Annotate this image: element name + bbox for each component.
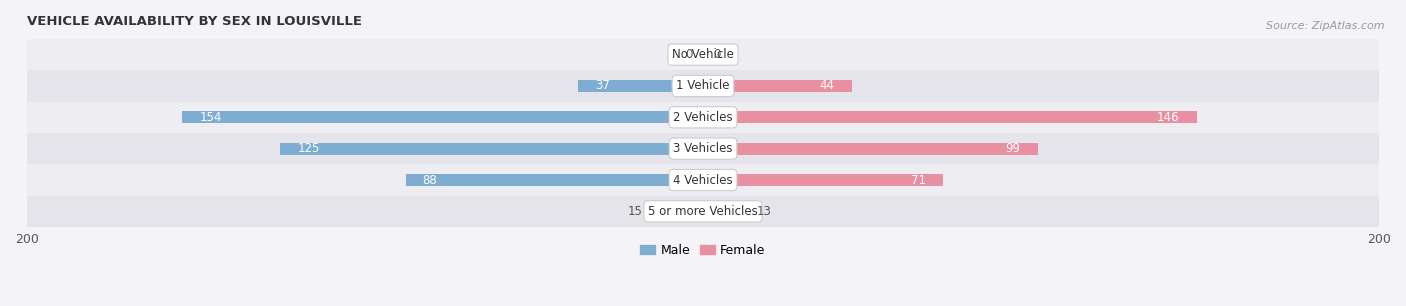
Text: 37: 37: [595, 80, 610, 92]
Bar: [703, 205, 747, 217]
Bar: [652, 205, 703, 217]
Bar: [27, 102, 1379, 133]
Text: 146: 146: [1157, 111, 1180, 124]
Text: 125: 125: [297, 142, 319, 155]
Bar: [27, 39, 1379, 70]
Text: 0: 0: [713, 48, 720, 61]
Bar: [280, 143, 703, 155]
Text: 154: 154: [200, 111, 222, 124]
Text: 13: 13: [756, 205, 772, 218]
Text: 44: 44: [820, 80, 835, 92]
Bar: [578, 80, 703, 92]
Text: 5 or more Vehicles: 5 or more Vehicles: [648, 205, 758, 218]
Text: 99: 99: [1005, 142, 1021, 155]
Text: 0: 0: [686, 48, 693, 61]
Bar: [27, 164, 1379, 196]
Text: 1 Vehicle: 1 Vehicle: [676, 80, 730, 92]
Bar: [703, 111, 1197, 123]
Text: 4 Vehicles: 4 Vehicles: [673, 174, 733, 187]
Text: 71: 71: [911, 174, 927, 187]
Text: 88: 88: [422, 174, 437, 187]
Bar: [703, 174, 943, 186]
Bar: [27, 133, 1379, 164]
Bar: [27, 70, 1379, 102]
Text: VEHICLE AVAILABILITY BY SEX IN LOUISVILLE: VEHICLE AVAILABILITY BY SEX IN LOUISVILL…: [27, 15, 361, 28]
Text: No Vehicle: No Vehicle: [672, 48, 734, 61]
Bar: [27, 196, 1379, 227]
Legend: Male, Female: Male, Female: [636, 239, 770, 262]
Bar: [703, 80, 852, 92]
Text: 2 Vehicles: 2 Vehicles: [673, 111, 733, 124]
Bar: [183, 111, 703, 123]
Text: 3 Vehicles: 3 Vehicles: [673, 142, 733, 155]
Bar: [405, 174, 703, 186]
Text: Source: ZipAtlas.com: Source: ZipAtlas.com: [1267, 21, 1385, 32]
Text: 15: 15: [627, 205, 643, 218]
Bar: [703, 143, 1038, 155]
